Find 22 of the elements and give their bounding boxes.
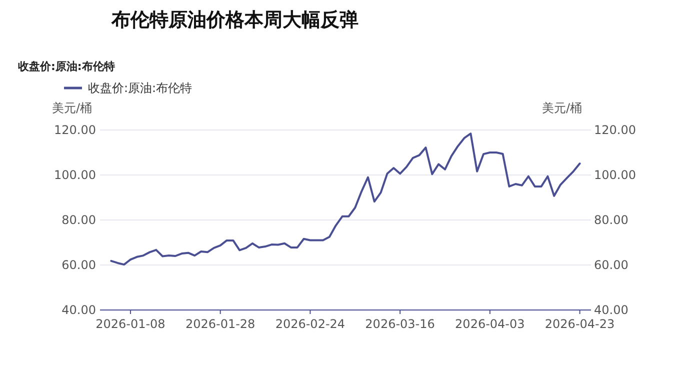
y-tick-label: 40.00 [62,303,96,317]
x-tick-label: 2026-04-03 [455,317,525,331]
y2-tick-label: 80.00 [594,213,628,227]
y-tick-label: 100.00 [54,168,96,182]
x-tick-label: 2026-01-08 [96,317,166,331]
y2-tick-label: 120.00 [594,123,636,137]
y-axis-title: 美元/桶 [52,101,92,115]
legend-label: 收盘价:原油:布伦特 [88,81,192,95]
x-tick-label: 2026-01-28 [185,317,256,331]
y2-tick-label: 60.00 [594,258,628,272]
chart-subtitle: 收盘价:原油:布伦特 [18,60,115,73]
chart-title: 布伦特原油价格本周大幅反弹 [110,9,358,31]
y2-tick-label: 100.00 [594,168,636,182]
y-tick-label: 60.00 [62,258,96,272]
x-tick-label: 2026-03-16 [365,317,435,331]
y-tick-label: 80.00 [62,213,96,227]
y-tick-label: 120.00 [54,123,96,137]
line-series [110,132,581,266]
x-tick-label: 2026-02-24 [275,317,346,331]
y2-tick-label: 40.00 [594,303,628,317]
y2-axis-title: 美元/桶 [542,101,582,115]
x-tick-label: 2026-04-23 [544,317,615,331]
